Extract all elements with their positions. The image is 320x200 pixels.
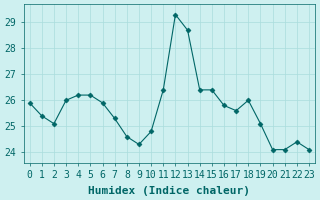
X-axis label: Humidex (Indice chaleur): Humidex (Indice chaleur)	[88, 186, 250, 196]
